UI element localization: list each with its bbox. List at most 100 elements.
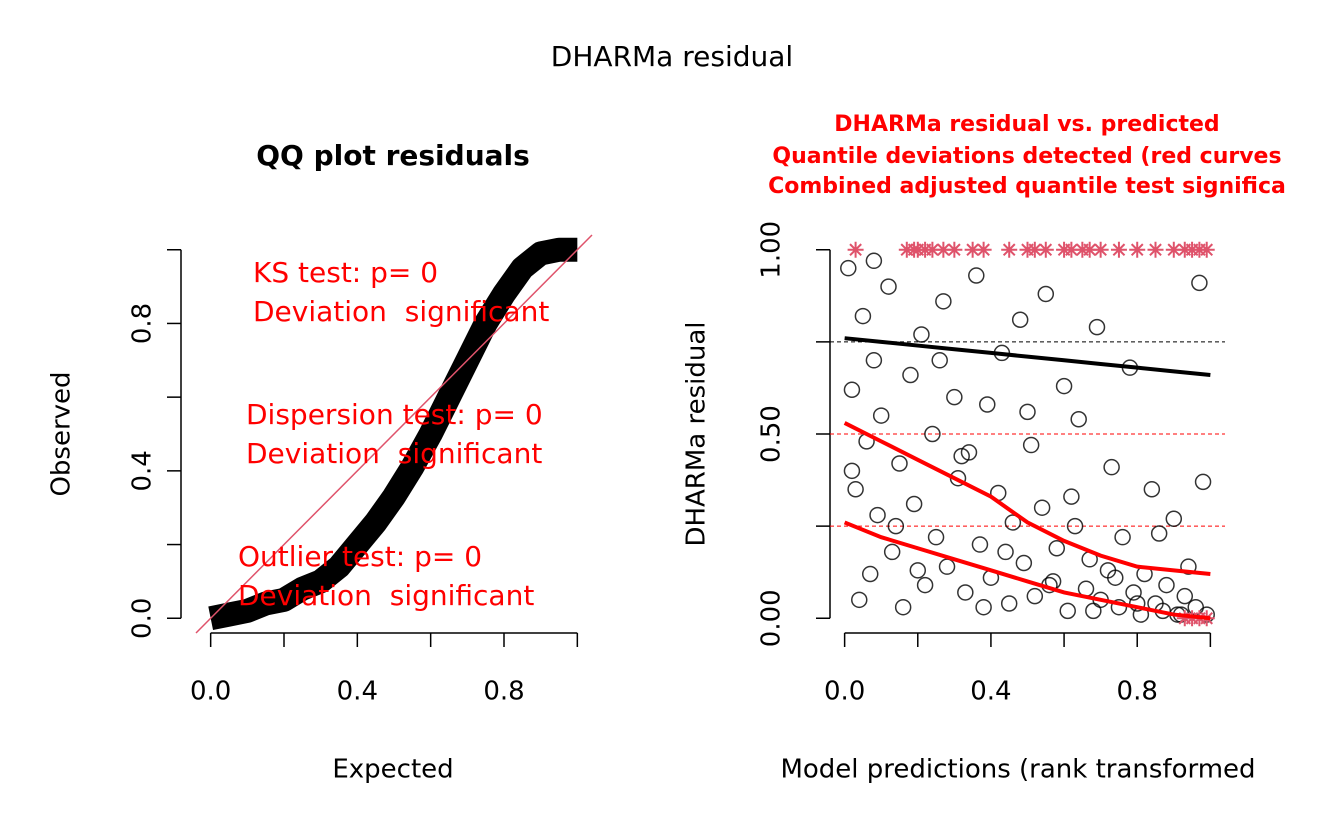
residual-point [927,528,945,546]
residual-point [1150,525,1168,542]
residual-point [1011,311,1029,329]
x-axis-label: Model predictions (rank transformed [780,755,1255,785]
x-axis-label: Expected [332,755,453,785]
residual-point [861,565,879,583]
residual-point [883,543,901,561]
residual-point [1070,411,1087,428]
residual-point [997,543,1014,561]
residual-point [843,462,861,480]
panel-title-line: Quantile deviations detected (red curves [772,144,1281,169]
outlier-star [1129,241,1146,258]
residual-point [968,267,985,284]
x-tick-label: 0.4 [337,677,378,707]
residual-point [1000,595,1018,612]
residual-point [851,591,868,609]
residual-point [1085,602,1102,620]
residual-point [975,598,992,616]
quantile-curve [843,520,1211,621]
residual-point [1004,514,1022,531]
x-tick-label: 0.0 [190,677,231,707]
residual-point [1143,481,1161,498]
y-tick-label: 0.4 [128,450,158,491]
residual-point [1110,598,1128,616]
main-title: DHARMa residual [551,40,793,73]
test-annotation: KS test: p= 0 [253,256,438,289]
residual-point [979,396,996,413]
residual-point [1015,554,1033,572]
residual-point [1128,595,1146,612]
outlier-star [1092,241,1109,258]
residual-point [1055,377,1073,395]
residual-point [1180,558,1197,575]
outlier-star [1063,241,1080,258]
residual-point [880,278,897,295]
residual-point [1187,598,1204,616]
residual-point [891,455,908,472]
residual-point [1063,488,1080,505]
qq-points [208,237,578,631]
outlier-star [847,241,864,258]
residual-point [1158,576,1175,594]
residual-point [938,558,956,575]
residual-point [902,366,919,384]
outlier-star [1026,241,1043,258]
residual-point [843,381,861,399]
outlier-star [946,241,963,258]
quantile-curve [843,421,1211,577]
residual-point [905,495,923,513]
residual-point [1019,403,1036,421]
outlier-star [1001,241,1018,258]
residual-point [946,388,963,406]
quantile-curve [844,336,1211,378]
residual-point [1176,587,1194,605]
residual-point [865,352,883,369]
outlier-star [924,241,941,258]
residual-point [847,481,864,498]
outlier-star [1037,241,1054,258]
residual-point [840,259,857,277]
residual-point [953,447,970,465]
residual-point [1165,510,1183,528]
residual-point [894,598,912,616]
residual-point [1103,458,1120,476]
x-tick-label: 0.0 [824,677,865,707]
residual-point [1194,473,1212,491]
y-tick-label: 0.00 [757,589,787,647]
x-tick-label: 0.4 [970,677,1011,707]
test-annotation: Outlier test: p= 0 [238,540,482,573]
y-axis-label: Observed [47,371,77,496]
residual-point [1125,584,1142,601]
residual-point [1033,499,1051,516]
residual-point [971,536,989,553]
outlier-star [964,241,981,258]
panel-title-line: Combined adjusted quantile test signific… [768,174,1286,199]
qq-panel: 0.0 0.4 0.8 0.0 0.4 0.8 Expected Observed QQ plo… [47,139,593,785]
residual-point [1066,517,1084,535]
residual-panel: 0.0 0.4 0.8 0.00 0.50 1.00 Model predictions (… [682,112,1286,785]
outlier-star [975,241,992,258]
y-tick-label: 0.50 [757,405,787,463]
x-tick-label: 0.8 [483,677,524,707]
residual-point [935,293,952,310]
test-annotation: Deviation significant [253,295,549,328]
outlier-star [1198,241,1215,258]
residual-point [924,425,941,443]
residual-point [887,517,905,535]
panel-title: QQ plot residuals [256,139,530,172]
residual-point [872,407,890,424]
outlier-star [1147,241,1164,258]
test-annotation: Dispersion test: p= 0 [246,398,543,431]
residual-point [1107,569,1124,586]
residual-point [916,576,934,594]
reference-line [195,234,593,634]
outlier-star [935,241,952,258]
residual-point [1191,274,1208,292]
residual-point [909,562,927,579]
y-axis-label: DHARMa residual [682,321,712,546]
residual-point [1022,436,1040,454]
x-tick-label: 0.8 [1117,677,1158,707]
residual-point [869,506,886,524]
y-tick-label: 0.0 [128,598,158,639]
outlier-star [1165,241,1182,258]
